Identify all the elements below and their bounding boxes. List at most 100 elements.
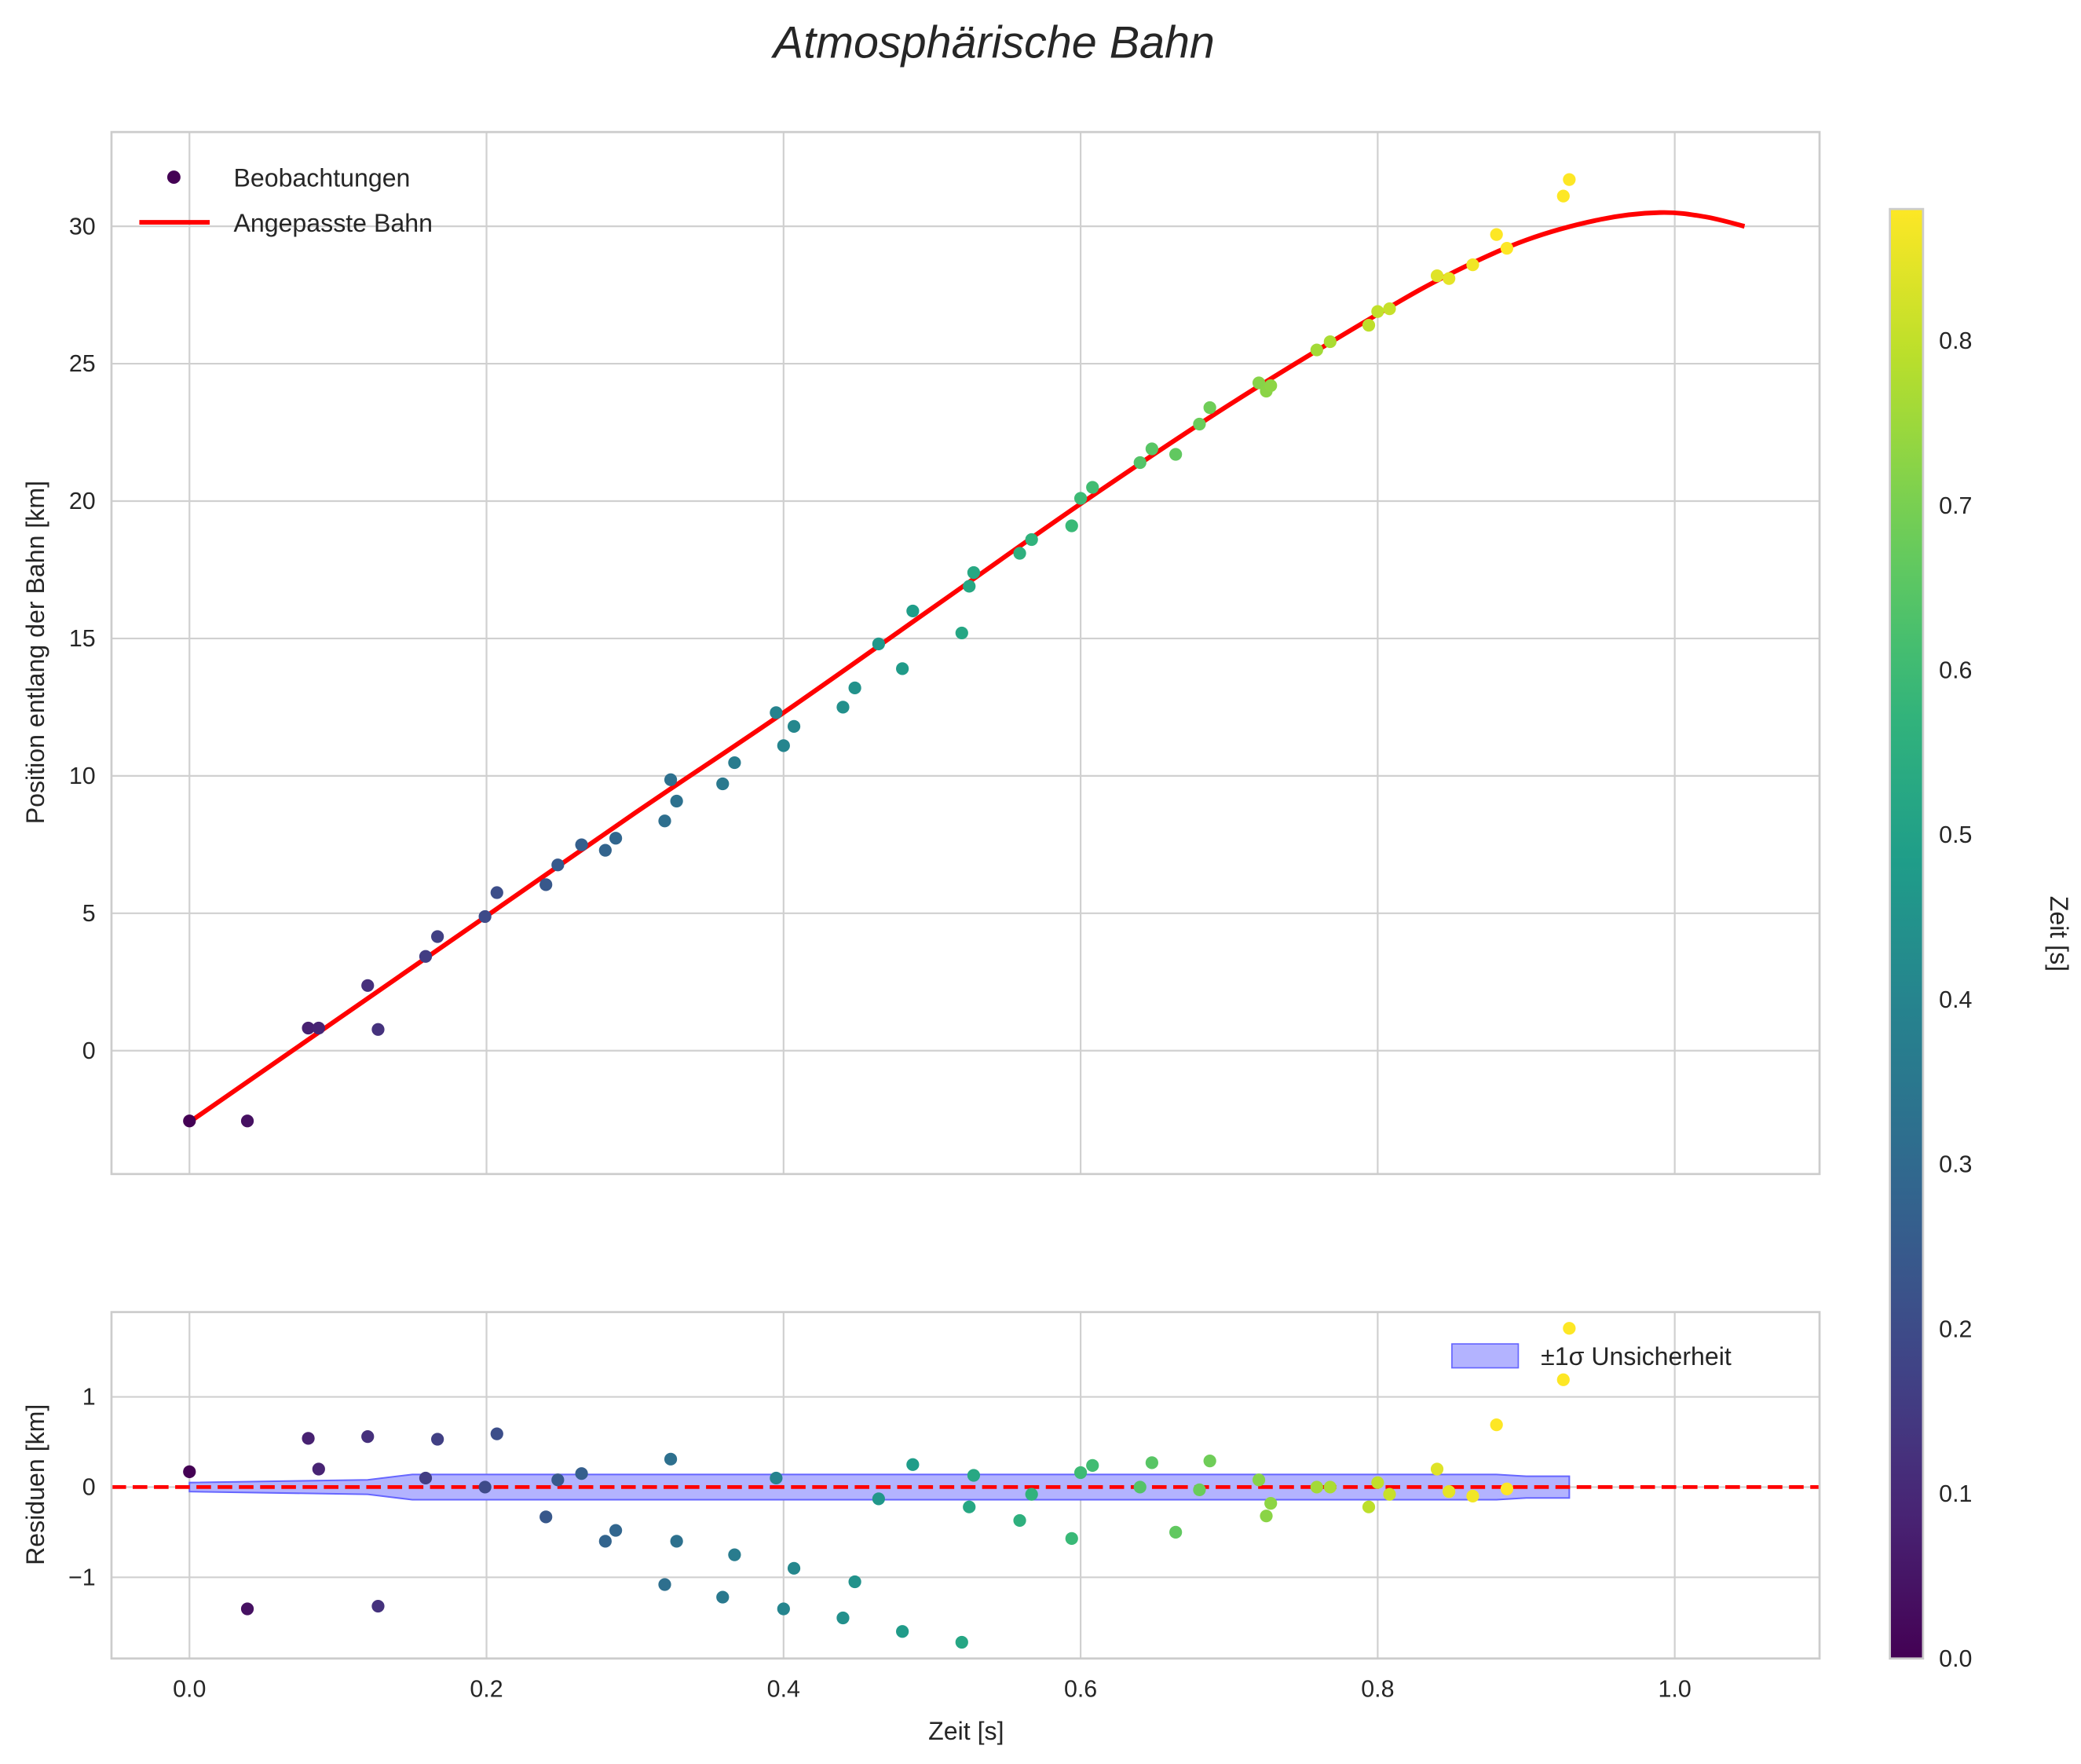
- observation-point: [906, 604, 920, 618]
- top-ytick-label: 20: [69, 488, 96, 514]
- residual-point: [872, 1492, 885, 1506]
- xtick-label: 0.6: [1064, 1676, 1097, 1703]
- observation-point: [1500, 242, 1514, 255]
- residual-point: [1371, 1476, 1384, 1489]
- observation-point: [955, 626, 968, 640]
- residual-point: [906, 1458, 920, 1471]
- top-axes-frame: [110, 130, 1821, 1176]
- residual-point: [1430, 1462, 1444, 1476]
- observation-point: [312, 1021, 325, 1035]
- chart-title: Atmosphärische Bahn: [771, 17, 1215, 68]
- top-ytick-label: 10: [69, 763, 96, 789]
- observation-point: [664, 773, 678, 786]
- observation-point: [490, 886, 503, 899]
- residual-point: [670, 1535, 683, 1548]
- residual-point: [1203, 1455, 1216, 1468]
- observation-point: [609, 832, 623, 845]
- residual-point: [431, 1433, 444, 1446]
- observation-point: [967, 565, 981, 580]
- observation-point: [1145, 442, 1158, 456]
- residual-point: [609, 1524, 623, 1537]
- bottom-ylabel: Residuen [km]: [21, 1404, 49, 1565]
- residual-point: [1443, 1485, 1456, 1499]
- colorbar-tick-label: 0.0: [1939, 1645, 1972, 1672]
- observation-point: [1252, 376, 1266, 390]
- observation-point: [836, 701, 850, 714]
- residual-point: [787, 1561, 801, 1575]
- top-ytick-label: 0: [82, 1038, 96, 1064]
- legend-band-patch: [1451, 1343, 1520, 1369]
- top-ytick-label: 25: [69, 350, 96, 377]
- residual-point: [1025, 1488, 1038, 1501]
- legend-band-label: ±1σ Unsicherheit: [1541, 1342, 1732, 1371]
- observation-point: [1025, 532, 1038, 547]
- xlabel: Zeit [s]: [928, 1717, 1004, 1745]
- residual-point: [728, 1548, 741, 1561]
- residual-point: [770, 1471, 783, 1485]
- observation-point: [575, 838, 588, 851]
- top-ytick-label: 30: [69, 213, 96, 240]
- observation-point: [896, 662, 909, 675]
- observation-point: [371, 1023, 385, 1036]
- colorbar-tick-label: 0.7: [1939, 492, 1972, 519]
- top-ytick-label: 5: [82, 900, 96, 927]
- legend-line-label: Angepasste Bahn: [233, 209, 433, 237]
- residual-point: [1065, 1532, 1078, 1546]
- observation-point: [848, 681, 861, 695]
- top-ylabel: Position entlang der Bahn [km]: [21, 481, 49, 824]
- observation-point: [183, 1114, 196, 1128]
- residual-point: [478, 1480, 492, 1494]
- observation-point: [1383, 302, 1396, 316]
- xtick-label: 1.0: [1659, 1676, 1691, 1703]
- residual-point: [1073, 1466, 1088, 1480]
- residual-point: [1264, 1496, 1278, 1510]
- observation-point: [963, 580, 976, 593]
- observation-point: [1310, 343, 1323, 357]
- legend-scatter-label: Beobachtungen: [233, 163, 410, 192]
- xtick-label: 0.8: [1361, 1676, 1394, 1703]
- colorbar-tick-label: 0.2: [1939, 1316, 1972, 1342]
- fit-curve: [188, 210, 1746, 1125]
- observation-point: [1073, 492, 1088, 505]
- residual-point: [240, 1602, 254, 1616]
- residual-point: [1086, 1458, 1099, 1472]
- observation-point: [770, 706, 783, 719]
- residual-point: [1490, 1418, 1503, 1432]
- observation-point: [1430, 269, 1444, 283]
- observation-point: [240, 1114, 254, 1128]
- observation-point: [302, 1021, 315, 1035]
- residual-point: [664, 1452, 678, 1466]
- residual-point: [1563, 1322, 1576, 1335]
- observation-point: [478, 909, 492, 924]
- residual-point: [848, 1575, 861, 1589]
- colorbar-tick-label: 0.1: [1939, 1480, 1972, 1507]
- colorbar-tick-label: 0.6: [1939, 657, 1972, 684]
- residual-point: [1133, 1480, 1147, 1494]
- residual-point: [490, 1427, 503, 1440]
- residual-point: [1193, 1483, 1206, 1496]
- colorbar: 0.0 0.1 0.2 0.3 0.4 0.5 0.6 0.7 0.8: [1889, 207, 1973, 1672]
- top-ytick-label: 15: [69, 625, 96, 652]
- bottom-axes-frame: [110, 1311, 1821, 1660]
- observation-point: [728, 756, 741, 770]
- residual-point: [1383, 1488, 1396, 1501]
- legend-scatter-marker: [166, 170, 181, 185]
- residual-point: [419, 1471, 433, 1485]
- observation-point: [658, 814, 671, 828]
- residual-point: [1556, 1373, 1570, 1386]
- residual-point: [1466, 1489, 1479, 1503]
- residual-point: [716, 1590, 730, 1604]
- observation-point: [1371, 305, 1384, 318]
- observation-point: [1169, 448, 1183, 461]
- observation-point: [431, 930, 444, 943]
- residual-axes: 0.0 0.2 0.4 0.6 0.8 1.0 −1 0 1: [68, 1311, 1821, 1703]
- bottom-ytick-label: 0: [82, 1474, 96, 1501]
- residual-point: [551, 1473, 565, 1487]
- observation-point: [777, 739, 790, 752]
- residual-point: [777, 1602, 790, 1616]
- observation-point: [598, 844, 612, 857]
- observation-point: [1013, 547, 1026, 560]
- residual-point: [963, 1500, 976, 1513]
- residual-point: [1323, 1480, 1337, 1494]
- residual-point: [598, 1535, 612, 1548]
